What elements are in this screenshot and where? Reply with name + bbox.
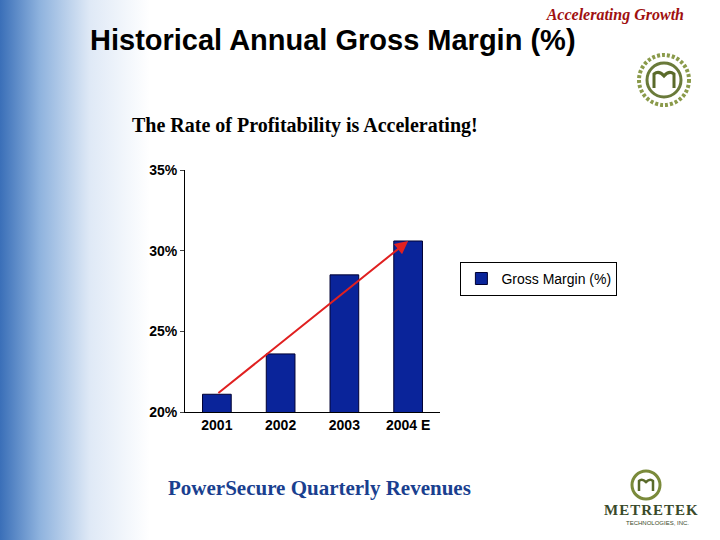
html-text:Accelerating Growth: Accelerating Growth: [546, 6, 684, 23]
html-text:Historical Annual Gross Margin: Historical Annual Gross Margin (%): [90, 24, 576, 56]
html-text:The Rate of Profitability is A: The Rate of Profitability is Acceleratin…: [132, 114, 478, 136]
svg-text:2002: 2002: [265, 417, 296, 433]
svg-text:2004 E: 2004 E: [386, 417, 430, 433]
html-text:METRETEK: METRETEK: [604, 502, 699, 518]
svg-text:Gross Margin (%): Gross Margin (%): [501, 271, 611, 287]
svg-text:2001: 2001: [201, 417, 232, 433]
html-text:TECHNOLOGIES, INC.: TECHNOLOGIES, INC.: [626, 520, 689, 526]
svg-text:25%: 25%: [149, 323, 178, 339]
svg-text:35%: 35%: [149, 162, 178, 178]
svg-text:2003: 2003: [329, 417, 360, 433]
svg-text:20%: 20%: [149, 404, 178, 420]
html-text:PowerSecure Quarterly Revenues: PowerSecure Quarterly Revenues: [168, 476, 471, 500]
svg-text:30%: 30%: [149, 243, 178, 259]
